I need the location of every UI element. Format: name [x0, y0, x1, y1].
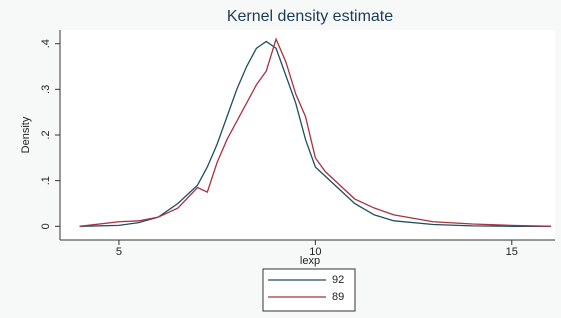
y-tick-label: .3 [40, 85, 52, 94]
plot-area [60, 30, 555, 240]
y-axis-label: Density [20, 116, 32, 153]
x-tick-label: 15 [506, 246, 518, 258]
y-tick-label: .2 [40, 130, 52, 139]
chart-title: Kernel density estimate [227, 8, 393, 25]
legend-label: 89 [332, 291, 344, 303]
chart: Kernel density estimate lexp Density 0.1… [0, 0, 561, 318]
x-tick-label: 5 [116, 246, 122, 258]
y-tick-label: 0 [40, 223, 52, 229]
legend-label: 92 [332, 274, 344, 286]
x-tick-label: 10 [309, 246, 321, 258]
y-tick-label: .4 [40, 39, 52, 48]
y-tick-label: .1 [40, 176, 52, 185]
